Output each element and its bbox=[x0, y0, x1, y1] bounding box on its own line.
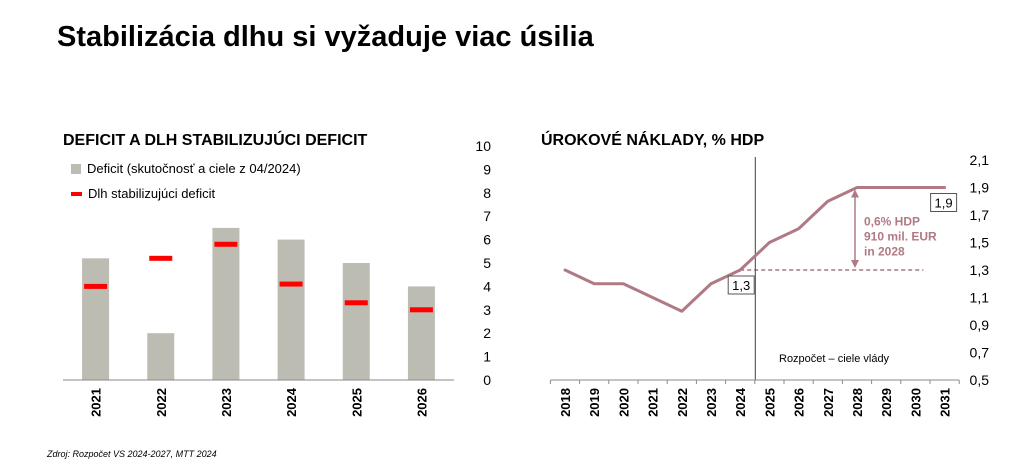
point-label: 1,9 bbox=[935, 196, 953, 211]
right-x-tick-label: 2024 bbox=[733, 387, 748, 417]
annotation-text-line: 910 mil. EUR bbox=[864, 230, 937, 244]
left-y-tick-label: 8 bbox=[483, 185, 491, 201]
right-y-tick-label: 1,9 bbox=[970, 180, 990, 196]
annotation-arrow-head-up bbox=[851, 189, 859, 198]
legend-label-deficit: Deficit (skutočnosť a ciele z 04/2024) bbox=[87, 161, 301, 176]
left-y-tick-label: 5 bbox=[483, 255, 491, 271]
right-x-tick-label: 2031 bbox=[938, 388, 953, 417]
legend-label-stabilizing: Dlh stabilizujúci deficit bbox=[88, 186, 216, 201]
right-y-tick-label: 1,7 bbox=[970, 207, 990, 223]
left-y-tick-label: 2 bbox=[483, 325, 491, 341]
right-x-tick-label: 2021 bbox=[646, 388, 661, 417]
left-x-tick-label: 2026 bbox=[414, 388, 429, 417]
stabilizing-deficit-marker bbox=[149, 255, 173, 261]
stabilizing-deficit-marker bbox=[84, 283, 108, 289]
interest-cost-line bbox=[563, 186, 947, 313]
right-x-tick-label: 2018 bbox=[558, 388, 573, 417]
right-y-tick-label: 1,3 bbox=[970, 262, 990, 278]
deficit-bar bbox=[277, 239, 305, 380]
stabilizing-deficit-marker bbox=[409, 307, 433, 313]
right-x-tick-label: 2030 bbox=[908, 388, 923, 417]
right-x-tick-label: 2028 bbox=[850, 388, 865, 417]
left-chart-title: DEFICIT A DLH STABILIZUJÚCI DEFICIT bbox=[63, 132, 368, 149]
annotation-text-line: 0,6% HDP bbox=[864, 215, 920, 229]
right-x-tick-label: 2029 bbox=[879, 388, 894, 417]
right-x-tick-label: 2026 bbox=[792, 388, 807, 417]
point-label-box bbox=[930, 193, 958, 212]
right-y-tick-label: 0,9 bbox=[970, 317, 990, 333]
right-x-tick-label: 2025 bbox=[762, 388, 777, 417]
right-y-tick-label: 1,5 bbox=[970, 235, 990, 251]
left-y-tick-label: 3 bbox=[483, 302, 491, 318]
right-x-tick-label: 2019 bbox=[587, 388, 602, 417]
legend-item-stabilizing: Dlh stabilizujúci deficit bbox=[71, 186, 215, 201]
point-label: 1,3 bbox=[732, 278, 750, 293]
left-y-tick-label: 10 bbox=[475, 138, 491, 154]
deficit-bar bbox=[342, 263, 370, 380]
left-y-tick-label: 4 bbox=[483, 278, 491, 294]
point-label-box bbox=[727, 275, 755, 295]
right-x-tick-label: 2022 bbox=[675, 388, 690, 417]
right-y-tick-label: 0,5 bbox=[970, 372, 990, 388]
right-x-tick-label: 2023 bbox=[704, 388, 719, 417]
left-y-tick-label: 7 bbox=[483, 208, 491, 224]
stabilizing-deficit-marker bbox=[214, 241, 238, 247]
left-x-tick-label: 2023 bbox=[219, 388, 234, 417]
left-y-tick-label: 6 bbox=[483, 232, 491, 248]
deficit-bar bbox=[82, 258, 110, 380]
right-x-tick-label: 2027 bbox=[821, 388, 836, 417]
legend-item-deficit: Deficit (skutočnosť a ciele z 04/2024) bbox=[71, 161, 301, 176]
stabilizing-deficit-marker bbox=[344, 300, 368, 306]
right-y-tick-label: 1,1 bbox=[970, 290, 990, 306]
source-note: Zdroj: Rozpočet VS 2024-2027, MTT 2024 bbox=[47, 449, 217, 459]
left-y-tick-label: 0 bbox=[483, 372, 491, 388]
left-x-tick-label: 2024 bbox=[284, 387, 299, 417]
deficit-bar bbox=[407, 286, 435, 380]
right-x-tick-label: 2020 bbox=[616, 388, 631, 417]
left-x-tick-label: 2021 bbox=[89, 388, 104, 417]
right-chart-title: ÚROKOVÉ NÁKLADY, % HDP bbox=[541, 132, 765, 149]
stabilizing-deficit-marker bbox=[279, 281, 303, 287]
left-y-tick-label: 1 bbox=[483, 349, 491, 365]
right-y-tick-label: 0,7 bbox=[970, 345, 990, 361]
left-x-tick-label: 2025 bbox=[349, 388, 364, 417]
legend-swatch-marker bbox=[71, 191, 82, 196]
deficit-bar bbox=[147, 333, 175, 380]
annotation-arrow-head-down bbox=[851, 260, 859, 268]
deficit-bar bbox=[212, 227, 240, 380]
legend-swatch-bar bbox=[71, 163, 81, 174]
page-title: Stabilizácia dlhu si vyžaduje viac úsili… bbox=[57, 21, 594, 53]
budget-divider-label: Rozpočet – ciele vlády bbox=[779, 353, 890, 365]
left-x-tick-label: 2022 bbox=[154, 388, 169, 417]
left-y-tick-label: 9 bbox=[483, 161, 491, 177]
right-y-tick-label: 2,1 bbox=[970, 152, 990, 168]
annotation-text-line: in 2028 bbox=[864, 245, 905, 259]
